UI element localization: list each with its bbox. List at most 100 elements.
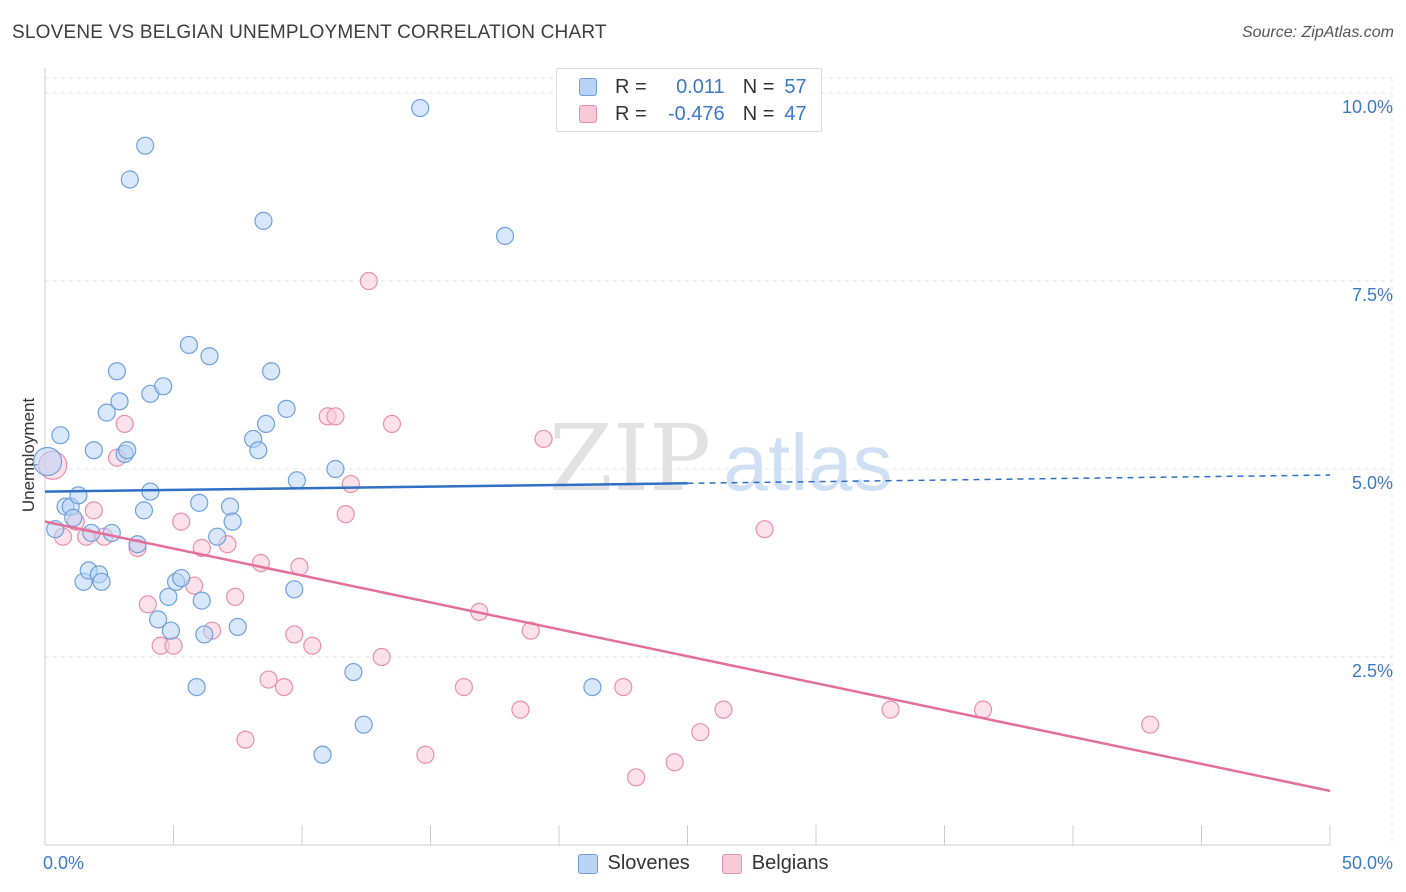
y-tick-label: 5.0% xyxy=(1352,473,1393,493)
slovene-point xyxy=(172,568,191,588)
belgian-point xyxy=(336,505,355,524)
belgian-point xyxy=(454,677,474,697)
belgian-point xyxy=(226,587,245,606)
belgians-n-value: 47 xyxy=(784,102,807,125)
belgian-point xyxy=(285,625,304,644)
slovenes-legend-swatch xyxy=(577,853,598,874)
belgian-point xyxy=(359,271,378,291)
slovene-point xyxy=(277,399,296,418)
slovene-point xyxy=(154,377,173,396)
belgian-point xyxy=(626,768,646,787)
slovenes-legend-label: Slovenes xyxy=(607,852,690,874)
belgian-point xyxy=(881,700,900,719)
belgians-legend-label: Belgians xyxy=(751,852,829,874)
slovene-point xyxy=(97,403,116,422)
slovene-point xyxy=(159,587,178,606)
slovene-point xyxy=(195,625,214,644)
gridlines xyxy=(45,77,1393,845)
slovene-point xyxy=(223,512,242,531)
slovenes-trend-extension xyxy=(687,474,1331,485)
slovene-point xyxy=(495,226,515,246)
slovenes-trend-line xyxy=(44,482,688,493)
belgian-point xyxy=(274,677,294,697)
slovene-point xyxy=(249,441,268,460)
slovene-point xyxy=(51,426,70,445)
slovenes-swatch xyxy=(579,78,597,96)
slovene-point xyxy=(220,497,240,516)
belgians-legend-swatch xyxy=(721,853,742,874)
slovenes-n-value: 57 xyxy=(784,75,807,98)
r-label: R = xyxy=(615,75,647,98)
slovene-point xyxy=(190,493,209,512)
belgian-point xyxy=(138,595,157,614)
r-label: R = xyxy=(615,102,647,125)
correlation-legend: R = 0.011 N = 57 R = -0.476 N = 47 xyxy=(556,68,822,132)
belgian-point xyxy=(382,414,402,434)
slovene-point xyxy=(354,715,373,734)
chart-title: SLOVENE VS BELGIAN UNEMPLOYMENT CORRELAT… xyxy=(12,22,607,43)
belgians-trend-line xyxy=(44,520,1331,793)
slovene-point xyxy=(69,486,88,505)
slovene-point xyxy=(161,621,181,640)
belgian-point xyxy=(341,474,360,494)
belgians-r-value: -0.476 xyxy=(667,102,725,125)
watermark-zip: ZIP xyxy=(549,405,711,512)
watermark-atlas: atlas xyxy=(724,418,893,507)
slovene-point xyxy=(411,98,430,118)
slovene-point xyxy=(84,441,103,460)
belgian-point xyxy=(755,520,774,539)
trend-lines xyxy=(44,474,1331,793)
slovene-point xyxy=(313,745,332,764)
slovene-point xyxy=(136,136,155,155)
slovene-point xyxy=(128,535,147,554)
slovene-point xyxy=(228,617,247,637)
slovene-point xyxy=(192,591,211,610)
slovene-point xyxy=(148,610,168,629)
belgian-point xyxy=(973,700,993,719)
belgians-swatch xyxy=(579,105,597,123)
legend-row-slovenes: R = 0.011 N = 57 xyxy=(579,74,807,100)
slovene-point xyxy=(344,662,363,682)
slovene-point xyxy=(64,508,83,527)
belgian-point xyxy=(691,723,710,742)
belgian-point xyxy=(534,429,553,449)
belgian-point xyxy=(326,407,345,426)
slovene-point xyxy=(200,347,219,366)
belgian-point xyxy=(614,677,633,697)
belgian-point xyxy=(416,745,435,764)
belgian-point xyxy=(372,647,391,667)
watermark: ZIP atlas xyxy=(549,405,893,512)
x-tick-label-max: 50.0% xyxy=(1342,853,1393,873)
y-tick-label: 10.0% xyxy=(1342,97,1393,117)
belgian-point xyxy=(84,501,103,520)
slovene-point xyxy=(583,677,602,697)
slovene-point xyxy=(256,414,276,434)
y-tick-label: 7.5% xyxy=(1352,285,1393,305)
x-tick-label-min: 0.0% xyxy=(43,853,84,873)
slovene-point xyxy=(254,211,273,230)
slovenes-points xyxy=(32,98,602,764)
slovene-point xyxy=(208,527,227,546)
belgian-point xyxy=(259,670,278,689)
n-label: N = xyxy=(742,75,775,98)
slovene-point xyxy=(107,362,127,381)
slovene-point xyxy=(102,523,121,543)
slovene-point xyxy=(141,482,160,501)
slovene-point xyxy=(32,446,63,477)
belgian-point xyxy=(511,700,530,719)
slovene-point xyxy=(134,501,154,520)
belgian-point xyxy=(192,538,211,558)
y-axis-label: Unemployment xyxy=(19,398,38,513)
slovene-point xyxy=(187,677,206,697)
legend-item-belgians: Belgians xyxy=(721,852,829,875)
belgian-point xyxy=(164,636,183,655)
slovene-point xyxy=(262,362,281,381)
belgian-point xyxy=(303,636,322,655)
n-label: N = xyxy=(742,102,775,125)
belgian-point xyxy=(1140,715,1160,734)
series-legend: Slovenes Belgians xyxy=(0,852,1406,875)
belgians-points xyxy=(38,271,1160,787)
slovenes-r-value: 0.011 xyxy=(676,75,725,98)
legend-item-slovenes: Slovenes xyxy=(577,852,690,875)
